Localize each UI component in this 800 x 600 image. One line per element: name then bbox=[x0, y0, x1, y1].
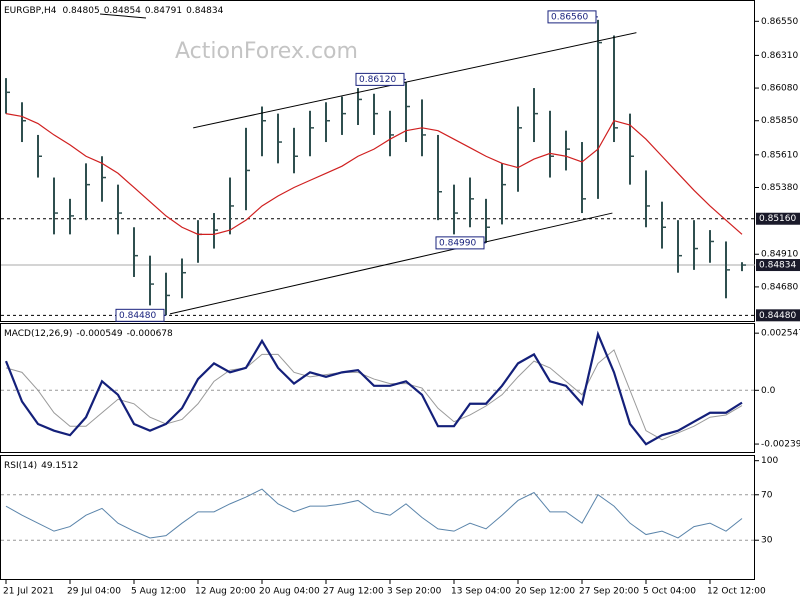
y-tick-label: 0.86080 bbox=[761, 84, 798, 94]
level-label: 0.84480 bbox=[759, 311, 796, 321]
level-label: 0.85160 bbox=[759, 214, 796, 224]
y-tick-label: -0.002396 bbox=[761, 440, 800, 450]
level-label-box bbox=[756, 212, 800, 225]
x-tick-label: 12 Oct 12:00 bbox=[707, 587, 766, 597]
current-value: -0.000678 bbox=[127, 329, 173, 339]
x-tick-label: 3 Sep 20:00 bbox=[387, 587, 442, 597]
macd-panel bbox=[0, 323, 755, 453]
level-label-box bbox=[756, 309, 800, 322]
panel-title: RSI(14) 49.1512 bbox=[4, 461, 78, 471]
decor-line bbox=[99, 13, 147, 19]
y-tick-label: 0.84680 bbox=[761, 282, 798, 292]
y-tick-label: 0.0 bbox=[761, 386, 776, 396]
x-tick-label: 29 Jul 04:00 bbox=[67, 587, 121, 597]
current-price-box bbox=[756, 259, 800, 272]
y-tick-label: 30 bbox=[761, 536, 773, 546]
x-tick-label: 21 Jul 2021 bbox=[3, 587, 54, 597]
x-tick-label: 13 Sep 04:00 bbox=[451, 587, 511, 597]
panel-title: MACD(12,26,9) -0.000549 -0.000678 bbox=[4, 329, 173, 339]
y-tick-label: 0.84910 bbox=[761, 250, 798, 260]
current-value: 49.1512 bbox=[41, 461, 78, 471]
y-tick-label: 70 bbox=[761, 490, 773, 500]
indicator-line bbox=[5, 488, 743, 539]
current-value: -0.000549 bbox=[76, 329, 122, 339]
y-tick-label: 100 bbox=[761, 456, 778, 466]
chart-title: EURGBP,H4 0.84805 0.84854 0.84791 0.84834 bbox=[4, 6, 224, 16]
x-tick-label: 27 Aug 12:00 bbox=[323, 587, 384, 597]
annotation-label: 0.84990 bbox=[439, 238, 476, 248]
indicator-name: MACD(12,26,9) bbox=[4, 329, 72, 339]
annotation-label: 0.86120 bbox=[359, 75, 396, 85]
current-price-label: 0.84834 bbox=[759, 261, 796, 271]
x-tick-label: 5 Oct 04:00 bbox=[643, 587, 696, 597]
trend-line bbox=[169, 212, 613, 315]
y-tick-label: 0.85610 bbox=[761, 150, 798, 160]
indicator-line bbox=[5, 349, 743, 441]
x-tick-label: 27 Sep 20:00 bbox=[579, 587, 639, 597]
indicator-name: RSI(14) bbox=[4, 461, 37, 471]
indicator-line bbox=[4, 330, 743, 446]
header-high: 0.84854 bbox=[104, 6, 141, 16]
moving-average bbox=[5, 113, 743, 235]
watermark: ActionForex.com bbox=[175, 39, 358, 64]
y-tick-label: 0.002547 bbox=[761, 329, 800, 339]
y-tick-label: 0.85380 bbox=[761, 183, 798, 193]
trend-line bbox=[193, 32, 637, 129]
y-tick-label: 0.85850 bbox=[761, 116, 798, 126]
x-tick-label: 20 Sep 12:00 bbox=[515, 587, 575, 597]
y-tick-label: 0.86310 bbox=[761, 51, 798, 61]
x-tick-label: 5 Aug 12:00 bbox=[131, 587, 186, 597]
header-low: 0.84791 bbox=[145, 6, 182, 16]
rsi-panel bbox=[0, 455, 755, 580]
header-open: 0.84805 bbox=[62, 6, 99, 16]
x-tick-label: 12 Aug 20:00 bbox=[195, 587, 256, 597]
x-tick-label: 20 Aug 04:00 bbox=[259, 587, 320, 597]
price-panel bbox=[0, 0, 755, 322]
annotation-label: 0.84480 bbox=[119, 311, 156, 321]
y-tick-label: 0.86550 bbox=[761, 17, 798, 27]
annotation-label: 0.86560 bbox=[551, 12, 588, 22]
header-close: 0.84834 bbox=[186, 6, 223, 16]
header-instrument: EURGBP,H4 bbox=[4, 6, 57, 16]
